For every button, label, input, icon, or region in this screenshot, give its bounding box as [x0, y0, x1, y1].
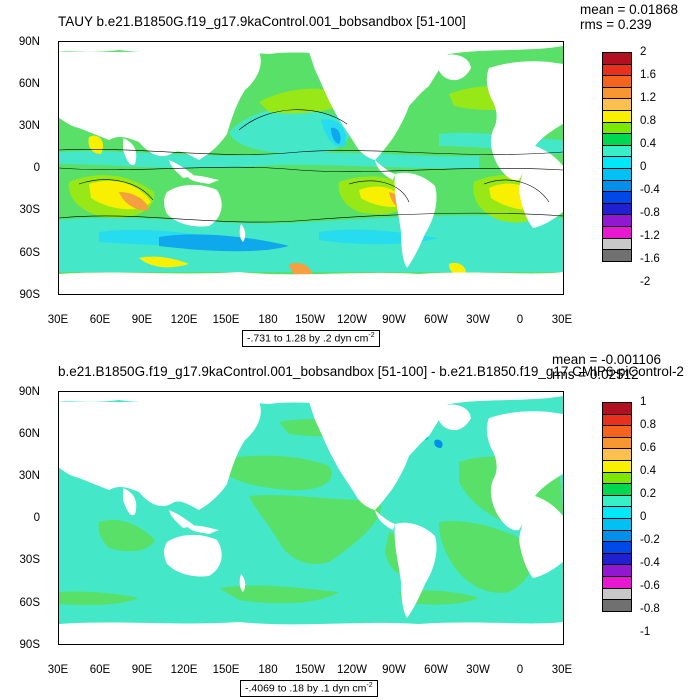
lon-label: 60W: [424, 664, 448, 676]
map-plot: [58, 41, 564, 295]
lon-label: 180: [258, 664, 278, 676]
colorbar-label: -0.4: [640, 184, 660, 196]
colorbar-label: -0.4: [640, 557, 660, 569]
lon-label: 60W: [424, 314, 448, 326]
plot-title: TAUY b.e21.B1850G.f19_g17.9kaControl.001…: [58, 14, 466, 29]
colorbar-label: 1.2: [640, 92, 656, 104]
lon-label: 120W: [336, 664, 368, 676]
lat-label: 30S: [19, 554, 40, 566]
panel-difference: b.e21.B1850G.f19_g17.9kaControl.001_bobs…: [0, 350, 700, 700]
lat-label: 60N: [18, 78, 40, 90]
lon-label: 120W: [336, 314, 368, 326]
colorbar-label: -2: [640, 276, 651, 288]
lon-label: 60E: [89, 314, 111, 326]
southern-ocean-band: [59, 215, 563, 272]
map-plot: [58, 391, 564, 645]
lon-label: 60E: [89, 664, 111, 676]
colorbar-label: 1.6: [640, 69, 656, 81]
lon-label: 30W: [466, 314, 490, 326]
colorbar-label: 0.2: [640, 488, 656, 500]
lon-label: 150W: [294, 314, 326, 326]
land-masses: [59, 392, 563, 644]
land-masses: [59, 42, 563, 294]
contour-info: -.4069 to .18 by .1 dyn cm-2: [240, 680, 378, 697]
lat-label: 0: [33, 512, 40, 524]
colorbar-label: -1.2: [640, 230, 660, 242]
lon-label: 90E: [131, 664, 153, 676]
colorbar-label: -1.6: [640, 253, 660, 265]
lon-label: 30W: [466, 664, 490, 676]
panel-tauy: TAUY b.e21.B1850G.f19_g17.9kaControl.001…: [18, 2, 678, 347]
colorbar-label: -1: [640, 626, 651, 638]
colorbar-label: -0.8: [640, 207, 660, 219]
rms-value: rms = 0.02512: [552, 367, 639, 382]
lon-label: 120E: [170, 664, 198, 676]
lon-label: 0: [516, 314, 524, 326]
lat-label: 0: [33, 162, 40, 174]
lon-label: 150E: [212, 314, 240, 326]
lat-label: 30N: [18, 470, 40, 482]
lon-label: 0: [516, 664, 524, 676]
lon-label: 90W: [382, 664, 406, 676]
lat-label: 90S: [19, 639, 40, 651]
colorbar-label: 0.4: [640, 138, 656, 150]
colorbar-label: 0: [640, 161, 647, 173]
lon-label: 150W: [294, 664, 326, 676]
lat-label: 30S: [19, 204, 40, 216]
lon-label: 30E: [551, 664, 573, 676]
colorbar-label: -0.6: [640, 580, 660, 592]
contour-lines: [59, 109, 563, 223]
colorbar-swatch: [602, 249, 632, 262]
lat-label: 60S: [19, 247, 40, 259]
rms-value: rms = 0.239: [580, 17, 652, 32]
lon-label: 120E: [170, 314, 198, 326]
colorbar-swatch: [602, 599, 632, 612]
lon-label: 90E: [131, 314, 153, 326]
lat-label: 90S: [19, 289, 40, 301]
lon-label: 30E: [551, 314, 573, 326]
colorbar-label: 0.8: [640, 419, 656, 431]
colorbar-label: -0.2: [640, 534, 660, 546]
lat-label: 30N: [18, 120, 40, 132]
lat-label: 60N: [18, 428, 40, 440]
colorbar-label: 2: [640, 46, 647, 58]
mean-value: mean = 0.01868: [580, 2, 678, 17]
plot-title: b.e21.B1850G.f19_g17.9kaControl.001_bobs…: [58, 364, 684, 379]
world-map-tauy: [59, 42, 563, 294]
colorbar-label: 0: [640, 511, 647, 523]
lon-label: 150E: [212, 664, 240, 676]
lon-label: 30E: [47, 664, 69, 676]
colorbar-label: 1: [640, 396, 647, 408]
lat-label: 60S: [19, 597, 40, 609]
colorbar-label: 0.6: [640, 442, 656, 454]
mean-value: mean = -0.001106: [552, 352, 661, 367]
lat-label: 90N: [18, 36, 40, 48]
lon-label: 180: [258, 314, 278, 326]
contour-info: -.731 to 1.28 by .2 dyn cm-2: [242, 330, 380, 347]
colorbar-label: -0.8: [640, 603, 660, 615]
world-map-difference: [59, 392, 563, 644]
lon-label: 30E: [47, 314, 69, 326]
colorbar-label: 0.4: [640, 465, 656, 477]
colorbar-label: 0.8: [640, 115, 656, 127]
lon-label: 90W: [382, 314, 406, 326]
lat-label: 90N: [18, 386, 40, 398]
